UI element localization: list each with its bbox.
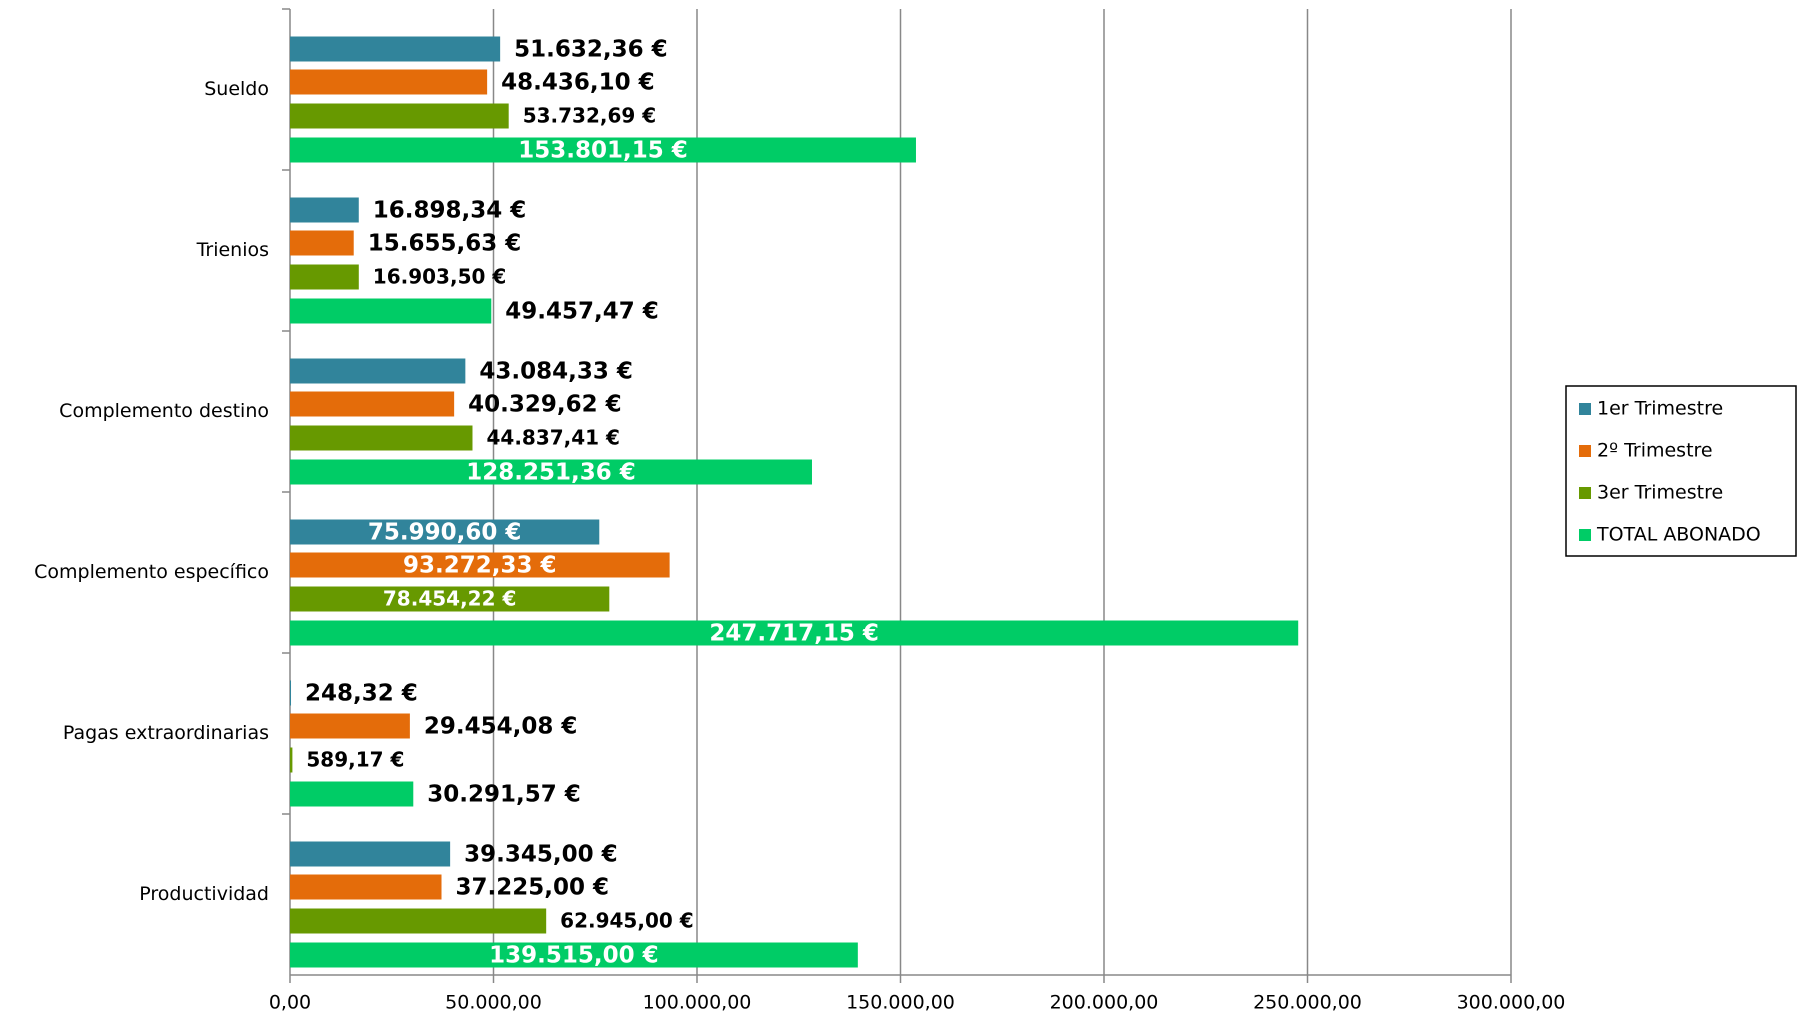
y-tick-label: Complemento específico xyxy=(34,561,269,583)
legend-swatch xyxy=(1579,487,1591,499)
legend-label: 3er Trimestre xyxy=(1597,482,1723,504)
data-label: 43.084,33 € xyxy=(479,359,633,385)
bar xyxy=(290,781,414,807)
legend-swatch xyxy=(1579,403,1591,415)
bar xyxy=(290,713,410,739)
data-label: 40.329,62 € xyxy=(468,392,622,418)
data-label: 139.515,00 € xyxy=(489,943,659,969)
data-label: 247.717,15 € xyxy=(709,621,879,647)
bar xyxy=(290,908,547,934)
bar xyxy=(290,841,451,867)
data-label: 16.898,34 € xyxy=(373,198,527,224)
x-tick-label: 0,00 xyxy=(269,992,311,1014)
legend-label: 1er Trimestre xyxy=(1597,398,1723,420)
bar xyxy=(290,459,812,485)
x-tick-label: 100.000,00 xyxy=(643,992,752,1014)
bar xyxy=(290,197,359,223)
data-label: 39.345,00 € xyxy=(464,842,618,868)
data-label: 30.291,57 € xyxy=(427,782,581,808)
legend-swatch xyxy=(1579,445,1591,457)
x-tick-label: 200.000,00 xyxy=(1050,992,1159,1014)
x-tick-label: 50.000,00 xyxy=(445,992,542,1014)
data-label: 75.990,60 € xyxy=(368,520,522,546)
data-label: 589,17 € xyxy=(306,748,404,772)
legend-box xyxy=(1565,385,1797,557)
bar xyxy=(290,680,292,706)
data-label: 16.903,50 € xyxy=(373,265,507,289)
bar xyxy=(290,264,359,290)
data-label: 153.801,15 € xyxy=(518,138,688,164)
data-label: 49.457,47 € xyxy=(505,299,659,325)
bar xyxy=(290,36,501,62)
y-tick-label: Trienios xyxy=(196,239,269,261)
data-label: 62.945,00 € xyxy=(560,909,694,933)
bar xyxy=(290,298,492,324)
bar xyxy=(290,103,509,129)
legend-label: 2º Trimestre xyxy=(1597,440,1713,462)
bar xyxy=(290,519,600,545)
data-label: 44.837,41 € xyxy=(486,426,620,450)
legend-swatch xyxy=(1579,529,1591,541)
data-label: 37.225,00 € xyxy=(456,875,610,901)
bar xyxy=(290,425,473,451)
legend-label: TOTAL ABONADO xyxy=(1596,524,1761,546)
data-label: 248,32 € xyxy=(305,681,418,707)
y-tick-label: Sueldo xyxy=(204,78,269,100)
y-tick-label: Complemento destino xyxy=(59,400,269,422)
bar xyxy=(290,747,293,773)
data-label: 128.251,36 € xyxy=(466,460,636,486)
bar xyxy=(290,874,442,900)
bar xyxy=(290,137,916,163)
x-tick-label: 300.000,00 xyxy=(1457,992,1566,1014)
data-label: 48.436,10 € xyxy=(501,70,655,96)
data-label: 51.632,36 € xyxy=(514,37,668,63)
bar xyxy=(290,69,488,95)
bar xyxy=(290,942,858,968)
data-label: 93.272,33 € xyxy=(403,553,557,579)
bar xyxy=(290,391,455,417)
data-label: 78.454,22 € xyxy=(383,587,517,611)
bar xyxy=(290,552,670,578)
data-label: 53.732,69 € xyxy=(523,104,657,128)
x-tick-label: 250.000,00 xyxy=(1253,992,1362,1014)
y-tick-label: Pagas extraordinarias xyxy=(63,722,269,744)
bar xyxy=(290,230,354,256)
data-label: 15.655,63 € xyxy=(368,231,522,257)
y-tick-label: Productividad xyxy=(139,883,269,905)
bar xyxy=(290,620,1299,646)
bar xyxy=(290,586,610,612)
data-label: 29.454,08 € xyxy=(424,714,578,740)
x-tick-label: 150.000,00 xyxy=(846,992,955,1014)
bar xyxy=(290,358,466,384)
